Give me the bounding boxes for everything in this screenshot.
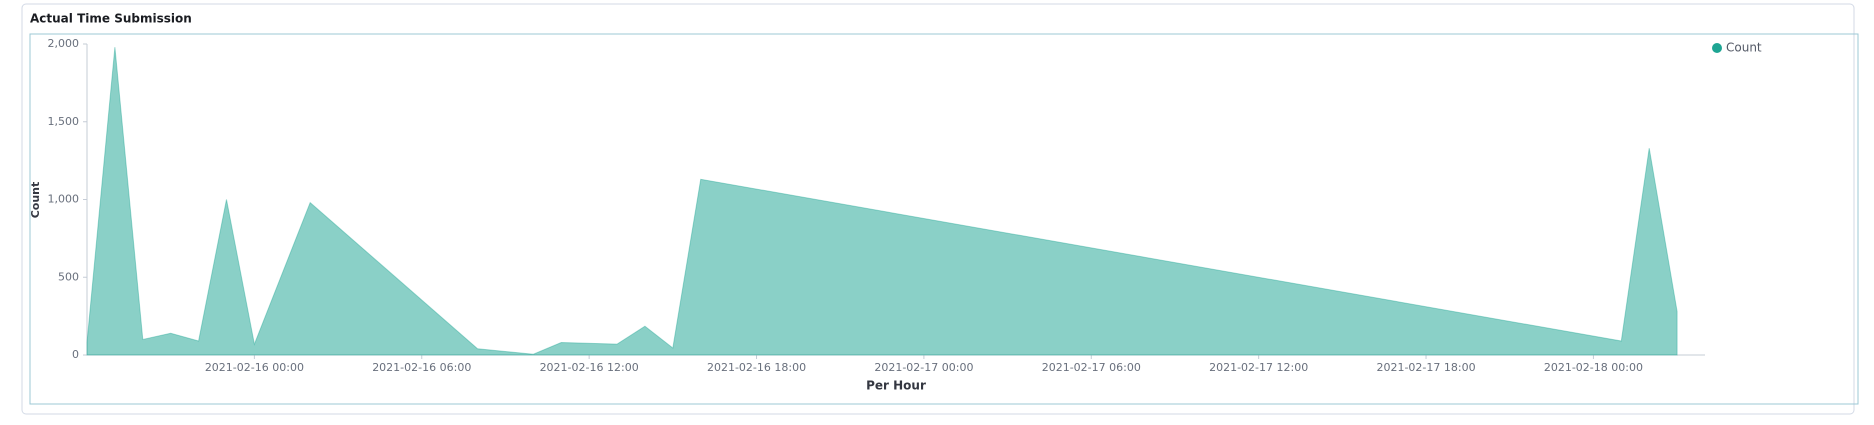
area <box>86 47 1678 356</box>
y-tick-label: 1,000 <box>48 193 80 206</box>
chart-title: Actual Time Submission <box>30 12 192 26</box>
x-tick-label: 2021-02-17 00:00 <box>874 361 973 374</box>
y-tick-label: 500 <box>58 270 79 283</box>
plot-frame <box>29 33 1859 405</box>
y-axis-title: Count <box>29 182 42 219</box>
x-tick-label: 2021-02-17 06:00 <box>1042 361 1141 374</box>
x-tick-label: 2021-02-17 18:00 <box>1376 361 1475 374</box>
x-tick-label: 2021-02-16 12:00 <box>540 361 639 374</box>
x-tick-label: 2021-02-18 00:00 <box>1544 361 1643 374</box>
y-tick-label: 2,000 <box>48 37 80 50</box>
legend-marker <box>1712 43 1722 53</box>
legend-label: Count <box>1726 41 1762 55</box>
x-tick-label: 2021-02-16 18:00 <box>707 361 806 374</box>
x-tick-label: 2021-02-16 06:00 <box>372 361 471 374</box>
y-tick-label: 0 <box>72 348 79 361</box>
x-tick-label: 2021-02-16 00:00 <box>205 361 304 374</box>
y-tick-label: 1,500 <box>48 115 80 128</box>
x-axis-title: Per Hour <box>866 379 926 393</box>
x-tick-label: 2021-02-17 12:00 <box>1209 361 1308 374</box>
